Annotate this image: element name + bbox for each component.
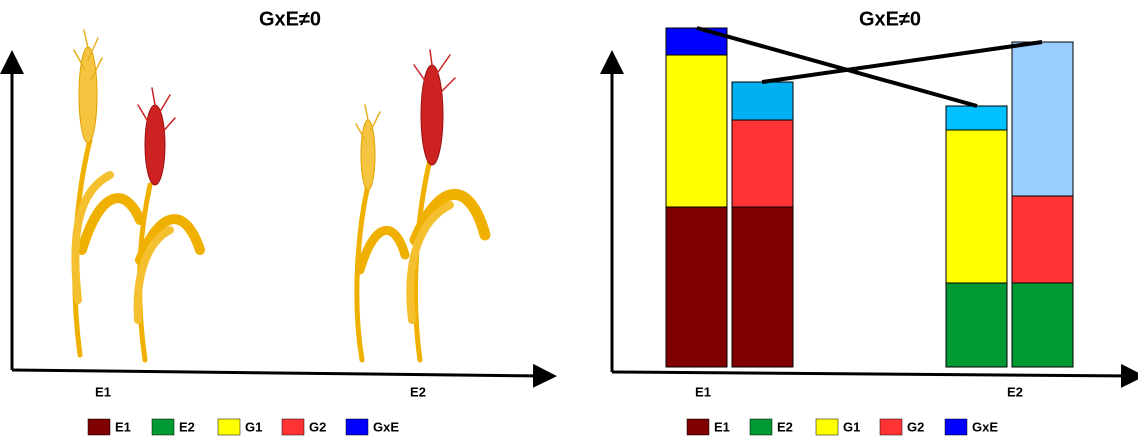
interaction-line — [761, 40, 1043, 84]
legend-swatch — [879, 418, 903, 436]
right-panel: GxE≠0 E1 E2 E1 E2 G1 G2 GxE — [600, 8, 1138, 436]
legend-label: E1 — [714, 419, 730, 434]
legend-swatch — [217, 418, 241, 436]
bar-segment — [945, 129, 1008, 284]
bar-segment — [731, 119, 794, 208]
bar-segment — [945, 105, 1008, 131]
panel-title: GxE≠0 — [259, 8, 321, 30]
legend-swatch — [87, 418, 111, 436]
legend-label: E2 — [777, 419, 793, 434]
x-label: E2 — [1007, 384, 1023, 399]
legend-swatch — [686, 418, 710, 436]
bars — [665, 27, 1074, 368]
legend-label: E2 — [179, 419, 195, 434]
legend-label: E1 — [115, 419, 131, 434]
bar-segment — [945, 282, 1008, 368]
x-axis — [11, 363, 557, 388]
legend-label: G1 — [245, 419, 262, 434]
legend-swatch — [151, 418, 175, 436]
x-axis — [611, 363, 1138, 388]
legend-label: GxE — [373, 419, 399, 434]
legend-label: G2 — [907, 419, 924, 434]
legend-label: G2 — [309, 419, 326, 434]
bar-segment — [665, 54, 728, 208]
interaction-line — [696, 26, 978, 108]
legend-label: GxE — [972, 419, 998, 434]
legend-swatch — [749, 418, 773, 436]
wheat-illustration — [71, 29, 491, 363]
bar-segment — [731, 206, 794, 368]
x-label: E1 — [95, 384, 111, 399]
bar-segment — [731, 81, 794, 121]
bar-segment — [1011, 195, 1074, 284]
legend-swatch — [944, 418, 968, 436]
legend: E1 E2 G1 G2 GxE — [686, 418, 998, 436]
bar-segment — [1011, 282, 1074, 368]
bar-segment — [1011, 41, 1074, 197]
bar-segment — [665, 206, 728, 368]
legend-swatch — [281, 418, 305, 436]
legend-swatch — [815, 418, 839, 436]
x-label: E2 — [410, 384, 426, 399]
left-panel: GxE≠0 E1 E2 — [0, 8, 557, 436]
x-label: E1 — [695, 384, 711, 399]
panel-title: GxE≠0 — [859, 8, 921, 30]
legend: E1 E2 G1 G2 GxE — [87, 418, 399, 436]
legend-label: G1 — [843, 419, 860, 434]
legend-swatch — [345, 418, 369, 436]
